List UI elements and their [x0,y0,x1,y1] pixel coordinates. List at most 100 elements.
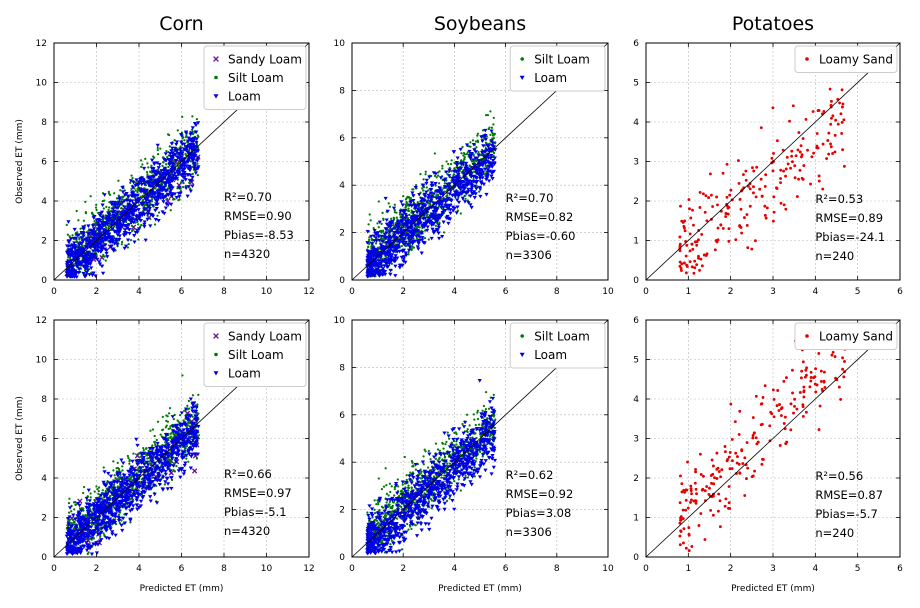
data-point [197,412,200,415]
data-point [840,120,844,124]
data-point [691,247,695,251]
data-point [438,182,441,185]
data-point [715,195,719,199]
data-point [829,145,833,149]
data-point [393,217,396,220]
data-point [427,238,430,241]
data-point [161,161,165,164]
data-point [759,177,763,181]
data-point [161,164,164,168]
data-point [437,193,440,197]
data-point [692,223,695,227]
data-point [492,151,496,155]
data-point [459,212,462,215]
data-point [828,87,832,91]
data-point [688,249,692,253]
data-point [771,219,775,223]
data-point [693,266,697,270]
data-point [454,211,459,215]
data-point [838,101,841,105]
data-point [455,156,460,161]
data-point [753,239,757,243]
data-point [836,122,840,126]
data-point [72,518,75,522]
data-point [197,135,200,138]
data-point [169,427,172,430]
data-point [795,195,799,198]
data-point [395,216,398,219]
data-point [186,185,191,189]
data-point [449,162,453,166]
data-point [181,115,184,119]
data-point [73,520,76,524]
data-point [450,159,453,162]
data-point [191,468,198,474]
data-point [189,187,192,190]
data-point [384,218,389,223]
data-point [779,168,783,172]
y-tick-label: 1 [633,237,639,247]
data-point [737,181,741,185]
stats-annotation: n=240 [815,249,854,263]
data-point [187,399,190,403]
data-point [796,148,800,152]
data-point [453,167,456,170]
data-point [195,118,199,121]
data-point [741,173,745,176]
data-point [829,142,832,146]
y-tick-label: 8 [41,118,47,128]
data-point [478,194,483,199]
data-point [120,243,123,246]
data-point [424,170,427,173]
data-point [377,200,380,203]
data-point [184,184,188,188]
data-point [156,420,160,423]
y-tick-label: 10 [334,39,346,49]
data-point [451,150,457,154]
data-point [101,489,104,492]
data-point [93,490,96,493]
data-point [826,139,830,142]
data-point [381,211,384,214]
data-point [185,457,188,460]
data-point [163,483,166,486]
data-point [460,159,463,162]
data-point [144,157,147,161]
data-point [424,173,427,176]
data-point [132,233,137,238]
data-point [414,183,418,187]
data-point [440,234,445,239]
data-point [177,161,180,164]
data-point [367,223,370,226]
data-point [108,193,112,196]
data-point [779,181,782,185]
data-point [169,202,174,207]
data-point [166,197,169,201]
data-point [164,163,168,166]
data-point [142,198,145,201]
data-point [800,155,803,159]
data-point [839,112,843,116]
legend-entry: Sandy Loam [228,53,302,67]
stats-annotation: Pbias=-0.60 [506,229,576,243]
data-point [678,249,682,253]
data-point [97,492,100,495]
data-point [169,436,172,439]
data-point [682,224,686,228]
data-point [374,242,378,245]
y-tick-label: 0 [41,276,47,286]
data-point [181,185,185,189]
data-point [448,211,453,216]
data-point [462,200,468,204]
data-point [806,148,809,152]
data-point [724,212,728,215]
data-point [71,522,74,525]
data-point [833,150,837,154]
data-point [176,187,179,190]
data-point [752,185,755,189]
data-point [797,177,801,181]
data-point [103,199,106,202]
data-point [688,232,692,236]
data-point [745,213,749,216]
data-point [745,223,749,227]
